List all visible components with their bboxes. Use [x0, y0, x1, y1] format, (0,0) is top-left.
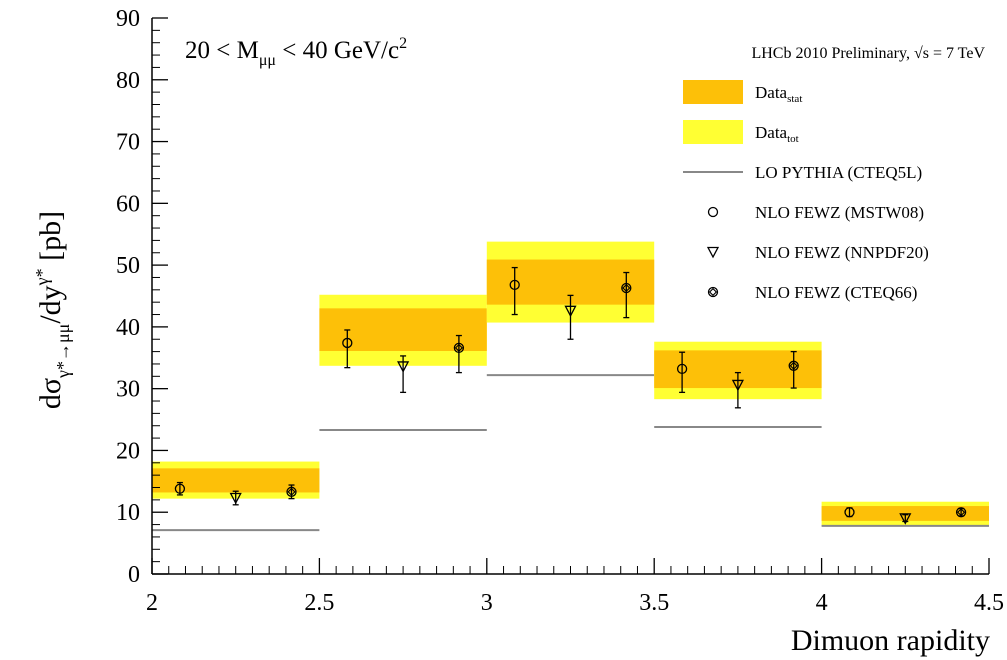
marker-diamond-circle: [707, 286, 719, 298]
annot-sup: 2: [399, 35, 407, 52]
marker-diamond-circle: [453, 342, 465, 354]
point-cteq66-0: [286, 484, 297, 500]
legend-label: NLO FEWZ (MSTW08): [755, 203, 924, 222]
x-tick-label: 2.5: [304, 590, 334, 616]
y-title-sup: γ*: [32, 268, 52, 286]
legend-label-main: LO PYTHIA (CTEQ5L): [755, 163, 922, 182]
point-nnpdf-0: [229, 490, 242, 506]
legend-label: NLO FEWZ (NNPDF20): [755, 243, 929, 262]
marker-triangle: [229, 492, 242, 505]
marker-triangle: [706, 246, 720, 259]
marker-circle: [676, 363, 688, 375]
y-title-sub: γ*→μμ: [53, 324, 73, 379]
axes-layer: 0 10 20 30 40 50 60 70 80 90 2 2.5 3 3.5 4 4.5: [116, 6, 1004, 616]
marker-circle: [844, 507, 855, 518]
legend-label: NLO FEWZ (CTEQ66): [755, 283, 917, 302]
marker-circle: [707, 206, 719, 218]
point-nnpdf-3: [731, 371, 744, 409]
legend-label-main: NLO FEWZ (MSTW08): [755, 203, 924, 222]
x-tick-label: 3: [481, 590, 493, 616]
lhcb-root: √: [914, 45, 923, 62]
marker-diamond-inner: [708, 287, 718, 297]
y-tick-label: 70: [116, 130, 140, 156]
legend-entry-0: Datastat: [683, 80, 802, 105]
x-tick-label: 4: [816, 590, 828, 616]
marker-triangle: [899, 513, 912, 525]
marker-diamond-circle: [621, 282, 632, 294]
annot-mid: < 40 GeV/c: [276, 37, 399, 64]
point-nnpdf-4: [899, 513, 912, 525]
lhcb-tail: s = 7 TeV: [923, 45, 986, 62]
legend-label-sub: tot: [787, 133, 799, 145]
marker-diamond-circle: [286, 486, 297, 497]
point-mstw-1: [342, 329, 353, 369]
annot-prefix: 20 < M: [185, 37, 259, 64]
legend-label: LO PYTHIA (CTEQ5L): [755, 163, 922, 182]
legend-entry-4: NLO FEWZ (NNPDF20): [706, 243, 929, 262]
marker-diamond-inner: [287, 487, 296, 496]
y-tick-label: 20: [116, 438, 140, 464]
point-nnpdf-1: [397, 355, 410, 394]
marker-triangle: [397, 361, 410, 373]
marker-circle: [509, 279, 520, 291]
mass-range-annotation: 20 < Mμμ < 40 GeV/c2: [185, 35, 407, 69]
y-tick-label: 40: [116, 315, 140, 341]
legend-label-main: NLO FEWZ (CTEQ66): [755, 283, 917, 302]
x-tick-label: 2: [146, 590, 158, 616]
marker-diamond-inner: [957, 508, 966, 517]
legend-entry-3: NLO FEWZ (MSTW08): [707, 203, 924, 222]
point-nnpdf-2: [564, 294, 577, 340]
marker-circle: [342, 337, 353, 349]
legend-swatch: [683, 80, 743, 104]
y-tick-label: 10: [116, 500, 140, 526]
x-axis-title: Dimuon rapidity: [791, 624, 990, 657]
legend-entry-1: Datatot: [683, 120, 799, 145]
y-axis-title: dσγ*→μμ/dyγ* [pb]: [32, 211, 73, 409]
legend-swatch: [683, 120, 743, 144]
y-title-main: dσ: [34, 378, 67, 409]
y-tick-label: 30: [116, 377, 140, 403]
y-tick-label: 50: [116, 253, 140, 279]
legend-label: Datatot: [755, 123, 799, 145]
y-tick-label: 90: [116, 6, 140, 32]
point-mstw-0: [174, 481, 186, 496]
marker-diamond-circle: [955, 507, 967, 518]
x-tick-label: 4.5: [974, 590, 1004, 616]
marker-triangle: [731, 379, 744, 392]
legend-entry-5: NLO FEWZ (CTEQ66): [707, 283, 917, 302]
marker-triangle: [564, 305, 577, 318]
y-tick-label: 80: [116, 68, 140, 94]
point-cteq66-2: [621, 271, 632, 319]
point-cteq66-1: [453, 334, 465, 374]
point-cteq66-3: [788, 350, 799, 389]
x-tick-label: 3.5: [639, 590, 669, 616]
marker-diamond-circle: [788, 360, 799, 371]
y-tick-label: 60: [116, 191, 140, 217]
plot-layer: [152, 241, 989, 532]
legend-label: Datastat: [755, 83, 802, 105]
marker-diamond-inner: [454, 343, 463, 352]
point-mstw-2: [509, 266, 520, 316]
y-title-unit: [pb]: [34, 211, 67, 268]
annot-sub: μμ: [259, 52, 276, 69]
legend-label-sub: stat: [787, 93, 802, 105]
legend-label-main: NLO FEWZ (NNPDF20): [755, 243, 929, 262]
marker-diamond-inner: [789, 361, 798, 370]
legend-label-main: Data: [755, 83, 788, 102]
marker-circle: [174, 483, 186, 494]
point-cteq66-4: [955, 507, 967, 518]
point-mstw-4: [844, 507, 855, 518]
marker-diamond-inner: [622, 283, 631, 293]
y-tick-label: 0: [128, 562, 140, 588]
lhcb-label: LHCb 2010 Preliminary, √s = 7 TeV: [751, 45, 985, 62]
y-title-mid: /dy: [34, 285, 67, 323]
point-mstw-3: [676, 351, 688, 394]
legend-entry-2: LO PYTHIA (CTEQ5L): [683, 163, 922, 182]
legend-label-main: Data: [755, 123, 788, 142]
lhcb-text: LHCb 2010 Preliminary,: [751, 45, 914, 62]
